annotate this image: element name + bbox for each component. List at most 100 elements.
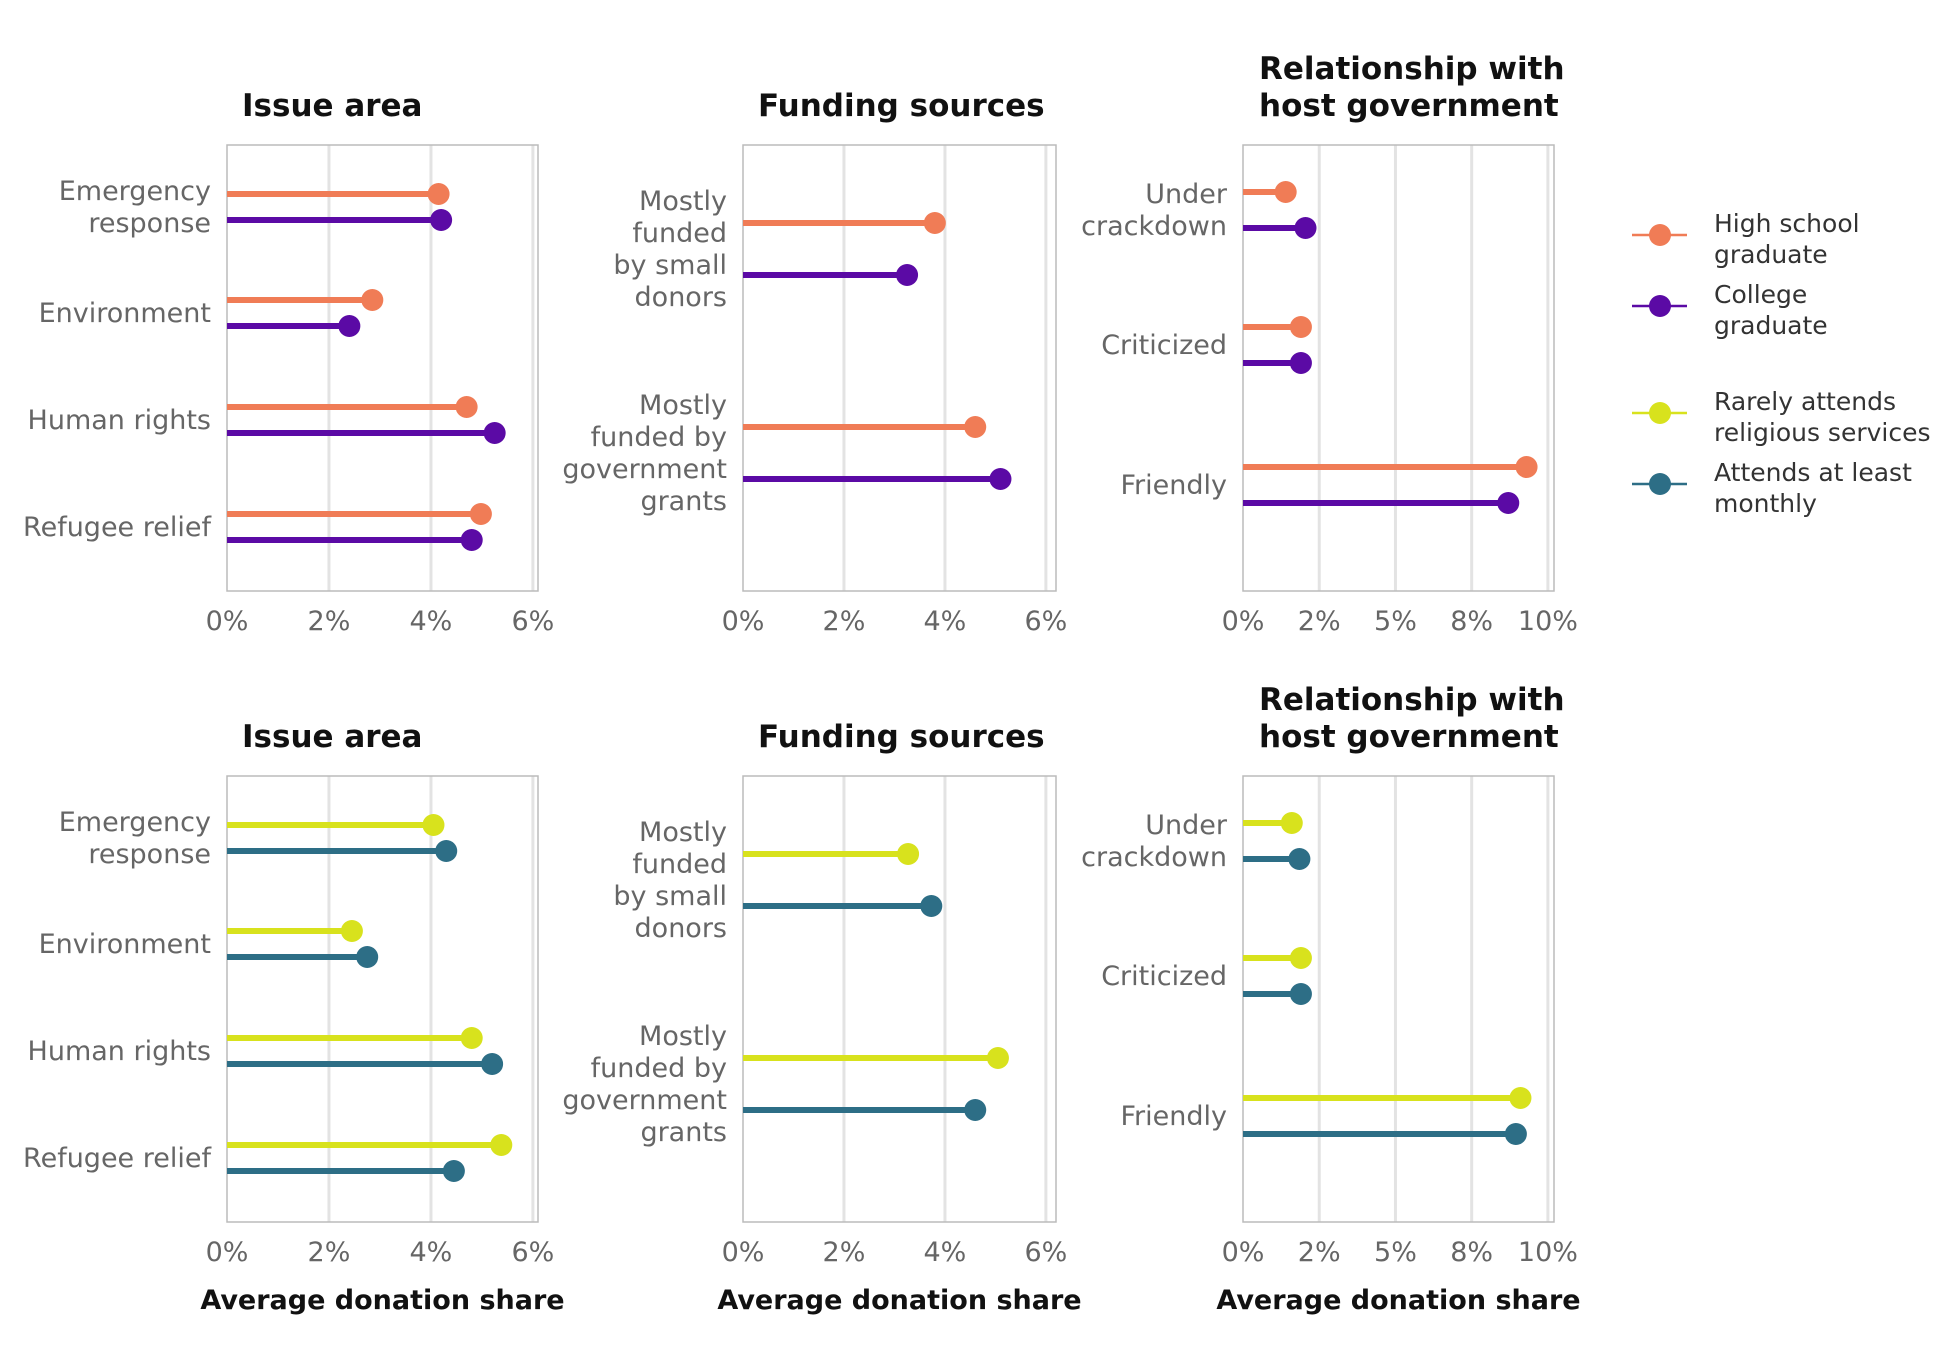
lollipop-point [422, 814, 445, 836]
x-tick-label: 8% [1450, 1237, 1493, 1268]
legend-label: Rarely attends religious services [1714, 387, 1931, 447]
x-tick-label: 0% [722, 1237, 765, 1268]
panel-frame [1242, 775, 1555, 1223]
lollipop-point [1509, 1087, 1532, 1109]
lollipop-point [361, 289, 384, 311]
x-tick-label: 4% [410, 1237, 453, 1268]
category-label: Refugee relief [23, 1143, 212, 1174]
panel-title: Funding sources [758, 88, 1045, 124]
panel-title: Relationship with host government [1259, 51, 1565, 124]
lollipop-point [1515, 456, 1538, 478]
lollipop-point [1288, 848, 1311, 870]
x-axis-label: Average donation share [200, 1285, 564, 1316]
panel-frame [1242, 144, 1555, 592]
lollipop-point [481, 1053, 504, 1075]
lollipop-point [896, 264, 919, 286]
category-label: Under crackdown [1081, 810, 1228, 873]
panel-frame [742, 775, 1057, 1223]
legend-label: College graduate [1714, 280, 1828, 340]
lollipop-point [427, 183, 450, 205]
lollipop-point [430, 209, 453, 231]
lollipop-point [1280, 812, 1303, 834]
panel-title: Issue area [242, 719, 422, 755]
legend-label: High school graduate [1714, 209, 1860, 269]
panel-title: Relationship with host government [1259, 682, 1565, 755]
panel-4: Issue area 0% 2% 4% 6% Average donation share… [23, 719, 565, 1316]
lollipop-point [1289, 983, 1312, 1005]
lollipop-point [490, 1134, 513, 1156]
x-tick-label: 5% [1374, 606, 1417, 637]
lollipop-point [460, 529, 483, 551]
lollipop-point [455, 396, 478, 418]
category-label: Environment [39, 298, 211, 329]
category-label: Human rights [28, 405, 211, 436]
x-tick-label: 0% [1222, 606, 1265, 637]
category-label: Mostly funded by small donors [613, 817, 727, 944]
legend-swatch-point [1649, 224, 1671, 246]
panel-5: Funding sources 0% 2% 4% 6% Average donation … [562, 719, 1081, 1316]
lollipop-point [1289, 947, 1312, 969]
x-tick-label: 5% [1374, 1237, 1417, 1268]
panel-title: Issue area [242, 88, 422, 124]
panel-3: Relationship with host government 0% 2% 5% 8%… [1081, 51, 1578, 637]
x-tick-label: 2% [823, 1237, 866, 1268]
category-label: Criticized [1101, 961, 1227, 992]
x-tick-label: 2% [1298, 606, 1341, 637]
category-label: Human rights [28, 1036, 211, 1067]
lollipop-point [1497, 492, 1520, 514]
x-axis-label: Average donation share [1216, 1285, 1580, 1316]
x-tick-label: 0% [206, 606, 249, 637]
lollipop-point [356, 946, 379, 968]
x-tick-label: 8% [1450, 606, 1493, 637]
category-label: Mostly funded by government grants [562, 1021, 727, 1148]
lollipop-point [1504, 1123, 1527, 1145]
legend-swatch-point [1649, 295, 1671, 317]
panel-frame [226, 144, 539, 592]
lollipop-point [920, 895, 943, 917]
category-label: Friendly [1120, 470, 1227, 501]
lollipop-point [1294, 217, 1317, 239]
x-tick-label: 2% [823, 606, 866, 637]
panel-title: Funding sources [758, 719, 1045, 755]
legend: High school graduate College graduate Rarely… [1632, 209, 1931, 518]
lollipop-point [1289, 316, 1312, 338]
x-tick-label: 4% [410, 606, 453, 637]
x-tick-label: 0% [206, 1237, 249, 1268]
x-axis-label: Average donation share [717, 1285, 1081, 1316]
lollipop-point [435, 840, 458, 862]
category-label: Emergency response [59, 807, 211, 870]
panel-frame [226, 775, 539, 1223]
category-label: Criticized [1101, 330, 1227, 361]
lollipop-point [897, 843, 920, 865]
x-tick-label: 10% [1518, 606, 1578, 637]
lollipop-point [989, 468, 1012, 490]
x-tick-label: 6% [1024, 606, 1067, 637]
x-tick-label: 2% [308, 1237, 351, 1268]
lollipop-point [338, 315, 361, 337]
lollipop-point [1274, 181, 1297, 203]
x-tick-label: 4% [924, 606, 967, 637]
x-tick-label: 0% [722, 606, 765, 637]
category-label: Refugee relief [23, 512, 212, 543]
category-label: Mostly funded by government grants [562, 390, 727, 517]
category-label: Emergency response [59, 176, 211, 239]
lollipop-point [483, 422, 506, 444]
panel-6: Relationship with host government 0% 2% 5% 8%… [1081, 682, 1580, 1316]
lollipop-point [986, 1047, 1009, 1069]
panel-frame [742, 144, 1057, 592]
legend-swatch-point [1649, 402, 1671, 424]
x-tick-label: 6% [1024, 1237, 1067, 1268]
x-tick-label: 6% [511, 606, 554, 637]
lollipop-point [469, 503, 492, 525]
lollipop-point [964, 416, 987, 438]
x-tick-label: 4% [924, 1237, 967, 1268]
category-label: Under crackdown [1081, 179, 1228, 242]
category-label: Environment [39, 929, 211, 960]
x-tick-label: 2% [1298, 1237, 1341, 1268]
lollipop-point [1289, 352, 1312, 374]
lollipop-point [340, 920, 363, 942]
legend-label: Attends at least monthly [1714, 458, 1912, 518]
x-tick-label: 2% [308, 606, 351, 637]
category-label: Mostly funded by small donors [613, 186, 727, 313]
